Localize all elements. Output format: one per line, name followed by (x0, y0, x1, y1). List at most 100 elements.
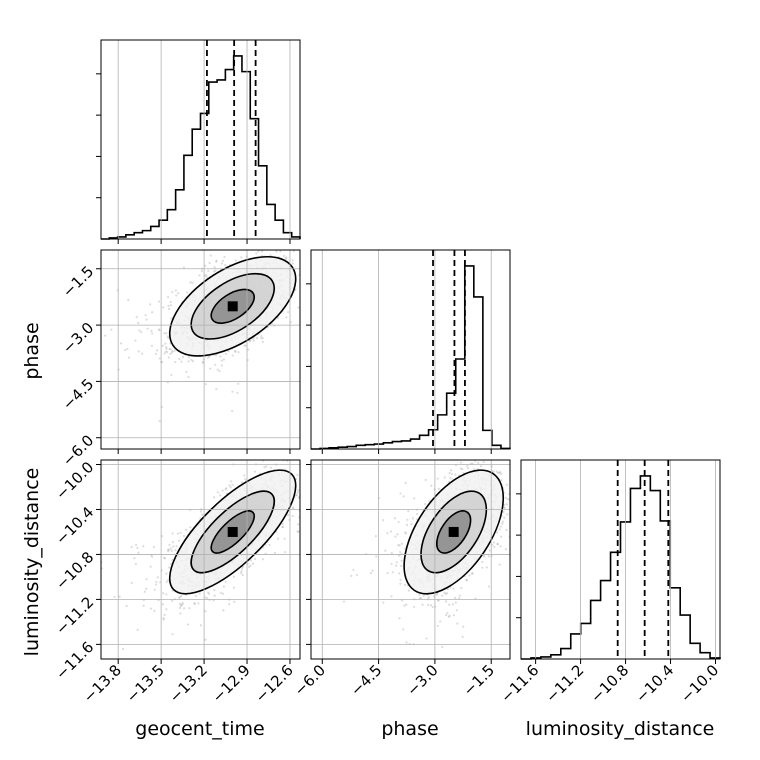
sample-point (214, 354, 217, 357)
sample-point (498, 528, 501, 531)
sample-point (207, 269, 210, 272)
sample-point (199, 510, 202, 513)
sample-point (47, 376, 49, 378)
sample-point (136, 546, 139, 549)
sample-point (297, 496, 300, 499)
sample-point (123, 348, 127, 352)
y-axis-label-luminosity-distance: luminosity_distance (21, 468, 43, 657)
sample-point (179, 596, 182, 599)
grid (311, 460, 510, 659)
sample-point (243, 474, 246, 477)
sample-point (269, 466, 273, 469)
sample-point (143, 590, 146, 593)
sample-point (182, 534, 186, 538)
sample-point (279, 250, 282, 253)
sample-point (462, 625, 465, 628)
panel-frame (100, 459, 301, 660)
sample-point (235, 236, 237, 238)
sample-point (153, 588, 156, 591)
sample-point (419, 597, 422, 600)
sample-point (506, 513, 509, 516)
sample-point (161, 603, 165, 606)
sample-point (397, 554, 401, 557)
sample-point (443, 476, 446, 479)
sample-point (307, 483, 309, 485)
sample-point (176, 532, 179, 535)
sample-point (237, 382, 240, 385)
sample-point (287, 310, 290, 314)
sample-point (283, 537, 286, 540)
sample-point (291, 262, 295, 265)
sample-point (180, 603, 183, 606)
sample-point (157, 300, 160, 303)
sample-point (249, 339, 252, 342)
grid (321, 250, 492, 449)
sample-point (479, 464, 483, 468)
sample-point (446, 588, 450, 591)
sample-point (240, 572, 243, 575)
sample-point (498, 563, 501, 566)
sample-point (201, 361, 204, 364)
sample-point (361, 315, 363, 317)
sample-point (233, 349, 237, 353)
sample-point (436, 624, 439, 628)
sample-point (405, 523, 409, 527)
sample-point (166, 296, 170, 299)
sample-point (193, 602, 196, 605)
sample-point (424, 478, 427, 482)
sample-point (305, 267, 307, 269)
sample-point (497, 471, 500, 475)
sample-point (231, 390, 234, 393)
sample-point (405, 603, 408, 606)
sample-point (292, 506, 295, 509)
sample-point (98, 330, 100, 332)
sample-point (266, 228, 268, 230)
sample-point (303, 261, 305, 263)
sample-point (165, 332, 168, 335)
sample-point (264, 457, 266, 459)
sample-point (207, 592, 211, 596)
sample-point (218, 370, 221, 373)
sample-point (221, 592, 225, 595)
sample-point (136, 628, 139, 631)
sample-point (164, 342, 167, 345)
sample-point (172, 545, 175, 548)
sample-point (170, 351, 173, 354)
sample-point (512, 535, 514, 537)
sample-point (169, 304, 173, 307)
sample-point (513, 478, 515, 480)
sample-point (162, 306, 165, 309)
sample-point (138, 329, 141, 332)
sample-point (268, 543, 271, 546)
sample-point (243, 344, 246, 347)
sample-point (204, 596, 207, 599)
sample-point (456, 622, 459, 625)
sample-point (255, 400, 257, 402)
sample-point (241, 573, 244, 577)
sample-point (307, 250, 309, 252)
sample-point (481, 566, 484, 569)
sample-point (488, 549, 491, 552)
sample-point (403, 583, 407, 586)
sample-point (110, 328, 113, 331)
sample-point (231, 483, 234, 486)
sample-point (352, 568, 355, 572)
sample-point (157, 328, 160, 331)
sample-point (481, 457, 483, 459)
sample-point (332, 498, 334, 500)
sample-point (149, 565, 152, 568)
sample-point (257, 250, 260, 253)
sample-point (421, 603, 424, 606)
sample-point (386, 571, 389, 575)
sample-point (209, 367, 212, 370)
sample-point (505, 528, 508, 532)
sample-point (471, 572, 474, 575)
sample-point (422, 594, 425, 597)
sample-point (325, 286, 327, 288)
sample-point (469, 445, 471, 447)
sample-point (188, 607, 191, 610)
sample-point (461, 635, 464, 639)
sample-point (222, 609, 225, 612)
sample-point (452, 614, 456, 617)
sample-point (190, 358, 193, 361)
